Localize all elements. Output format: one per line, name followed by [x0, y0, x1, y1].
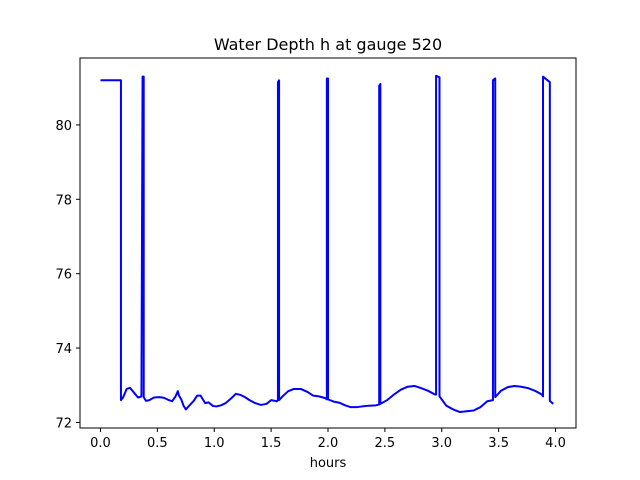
- x-tick-label: 1.0: [204, 436, 225, 451]
- x-tick-label: 0.5: [147, 436, 168, 451]
- x-tick-label: 3.5: [488, 436, 509, 451]
- x-tick-label: 2.0: [318, 436, 339, 451]
- chart-title: Water Depth h at gauge 520: [214, 35, 442, 54]
- x-tick-label: 3.0: [431, 436, 452, 451]
- plot-area: 0.0 0.5 1.0 1.5 2.0 2.5 3.0 3.5 4.0 72 74 76 78 80: [55, 57, 577, 451]
- x-axis-ticks: 0.0 0.5 1.0 1.5 2.0 2.5 3.0 3.5 4.0: [90, 428, 566, 451]
- x-tick-label: 4.0: [545, 436, 566, 451]
- x-tick-label: 1.5: [261, 436, 282, 451]
- y-tick-label: 72: [55, 416, 72, 431]
- y-axis-ticks: 72 74 76 78 80: [55, 119, 80, 431]
- y-tick-label: 76: [55, 268, 72, 283]
- y-tick-label: 78: [55, 193, 72, 208]
- series-line-0: [100, 74, 554, 414]
- y-tick-label: 74: [55, 342, 72, 357]
- axes-frame: [79, 57, 577, 429]
- x-tick-label: 0.0: [90, 436, 111, 451]
- x-tick-label: 2.5: [375, 436, 396, 451]
- series-layer: [100, 74, 554, 414]
- y-tick-label: 80: [55, 119, 72, 134]
- x-axis-label: hours: [310, 456, 347, 471]
